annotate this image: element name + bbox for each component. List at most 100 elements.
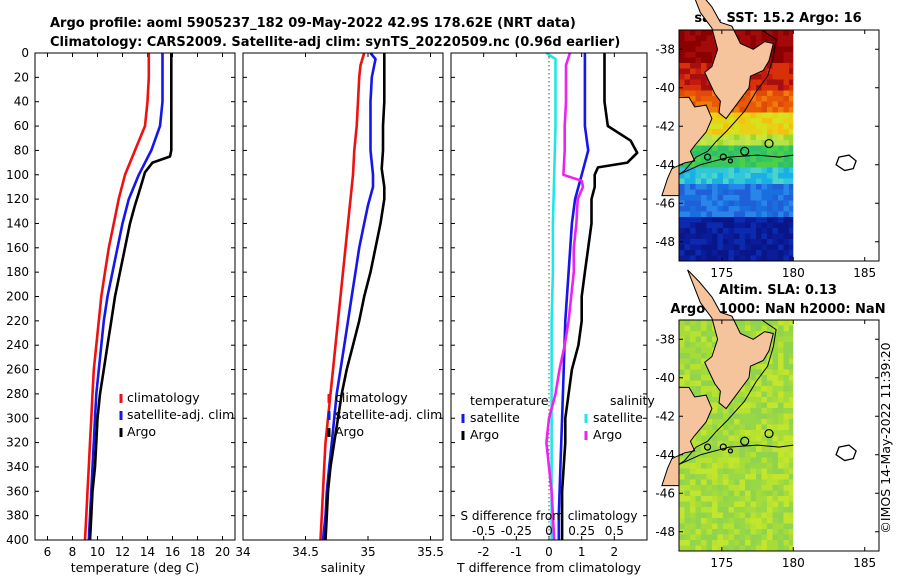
- map-cell: [701, 151, 707, 157]
- map-cell: [750, 173, 757, 179]
- map-cell: [723, 228, 729, 234]
- map-cell: [761, 178, 768, 185]
- map-cell: [712, 52, 718, 58]
- map-cell: [783, 512, 790, 519]
- map-cell: [767, 206, 773, 212]
- map-cell: [706, 145, 713, 152]
- map-cell: [734, 446, 740, 453]
- map-cell: [789, 217, 794, 223]
- map-cell: [783, 364, 790, 370]
- map-cell: [761, 501, 768, 508]
- map-cell: [739, 474, 746, 480]
- map-cell: [767, 457, 773, 464]
- map-cell: [701, 46, 707, 53]
- map-cell: [756, 255, 762, 262]
- map-cell: [772, 529, 779, 535]
- map-cell: [717, 184, 724, 190]
- map-cell: [739, 463, 746, 469]
- map-cell: [695, 441, 702, 447]
- map-cell: [695, 167, 702, 174]
- map-cell: [679, 347, 685, 354]
- map-cell: [778, 68, 784, 75]
- map-cell: [712, 107, 718, 113]
- map-cell: [772, 501, 779, 508]
- map-cell: [701, 134, 707, 141]
- map-cell: [695, 380, 702, 387]
- map-cell: [750, 74, 757, 80]
- map-cell: [783, 74, 790, 80]
- map-cell: [679, 250, 685, 256]
- map-cell: [734, 255, 740, 262]
- map-cell: [745, 178, 751, 185]
- x-tick-label: 1: [578, 545, 586, 559]
- map-cell: [778, 512, 784, 519]
- map-cell: [756, 397, 762, 403]
- map-cell: [728, 239, 735, 245]
- map-cell: [706, 342, 713, 348]
- map-cell: [712, 397, 718, 403]
- map-cell: [767, 200, 773, 207]
- map-cell: [789, 408, 794, 414]
- map-cell: [739, 397, 746, 403]
- x-tick-label: 20: [215, 545, 230, 559]
- map-cell: [789, 52, 794, 58]
- map-cell: [745, 189, 751, 196]
- lat-tick-label: -38: [655, 42, 675, 56]
- map-cell: [723, 184, 729, 190]
- map-cell: [789, 320, 794, 326]
- map-cell: [679, 222, 685, 229]
- map-cell: [778, 96, 784, 102]
- map-cell: [778, 320, 784, 326]
- map-cell: [723, 217, 729, 223]
- map-cell: [701, 507, 707, 513]
- map-cell: [745, 30, 751, 36]
- map-cell: [690, 211, 696, 218]
- map-cell: [712, 222, 718, 229]
- map-cell: [695, 457, 702, 464]
- map-cell: [772, 496, 779, 502]
- map-cell: [684, 512, 691, 519]
- map-cell: [701, 320, 707, 326]
- map-cell: [750, 41, 757, 47]
- map-cell: [783, 358, 790, 365]
- map-cell: [734, 430, 740, 436]
- map-cell: [750, 534, 757, 541]
- map-cell: [789, 30, 794, 36]
- map-cell: [783, 57, 790, 64]
- map-cell: [772, 206, 779, 212]
- map-cell: [684, 518, 691, 524]
- north-island-land: [687, 269, 774, 410]
- map-cell: [734, 250, 740, 256]
- map-cell: [750, 331, 757, 337]
- s-tick-label: -0.25: [501, 524, 532, 538]
- map-cell: [723, 244, 729, 251]
- map-cell: [745, 479, 751, 486]
- map-cell: [783, 211, 790, 218]
- map-cell: [783, 501, 790, 508]
- map-cell: [690, 244, 696, 251]
- map-cell: [690, 375, 696, 381]
- map-cell: [723, 430, 729, 436]
- map-cell: [695, 156, 702, 163]
- map-cell: [717, 118, 724, 124]
- map-cell: [706, 375, 713, 381]
- map-cell: [684, 490, 691, 497]
- map-cell: [761, 380, 768, 387]
- map-cell: [690, 85, 696, 91]
- map-cell: [767, 85, 773, 91]
- map-cell: [745, 123, 751, 130]
- map-cell: [712, 529, 718, 535]
- map-cell: [701, 496, 707, 502]
- map-cell: [772, 479, 779, 486]
- map-cell: [789, 397, 794, 403]
- map-cell: [734, 441, 740, 447]
- map-cell: [767, 468, 773, 475]
- map-cell: [761, 35, 768, 42]
- map-cell: [761, 485, 768, 491]
- map-cell: [706, 255, 713, 262]
- map-cell: [750, 239, 757, 245]
- bathymetry-contour: [678, 319, 777, 465]
- map-cell: [712, 485, 718, 491]
- map-cell: [750, 523, 757, 530]
- map-cell: [717, 413, 724, 420]
